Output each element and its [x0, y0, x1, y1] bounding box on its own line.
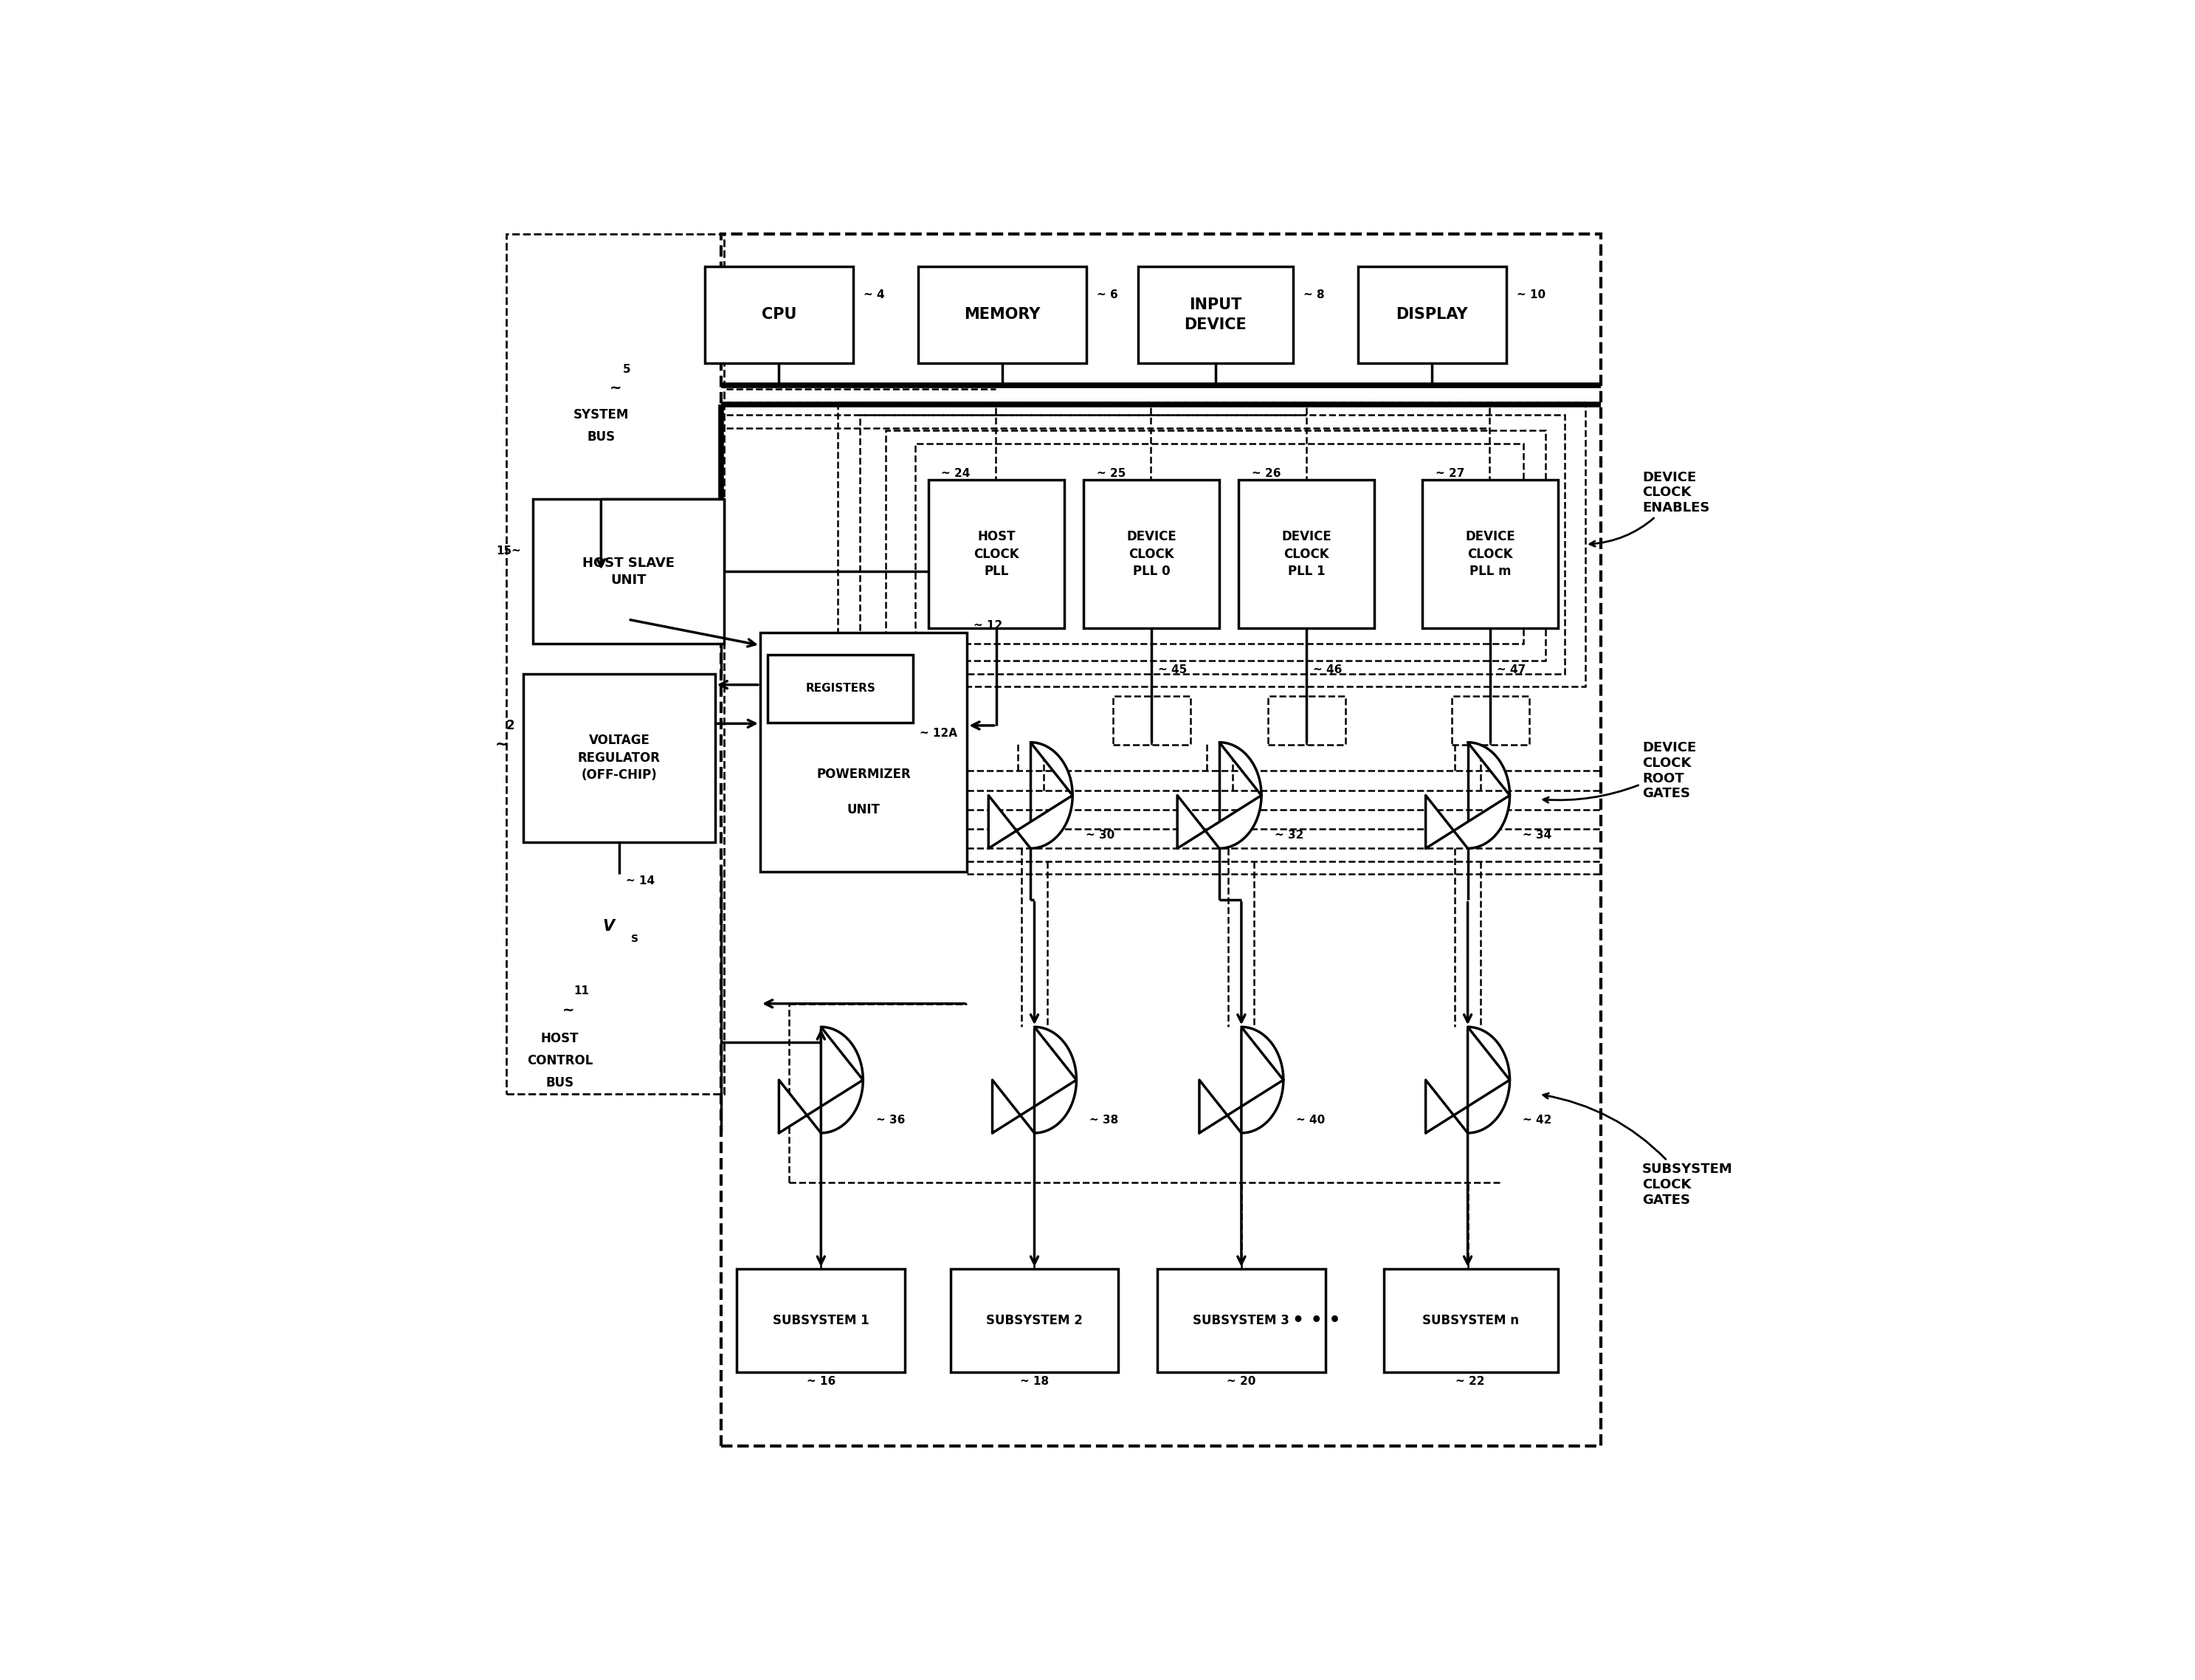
- FancyBboxPatch shape: [759, 632, 968, 872]
- Text: DEVICE
CLOCK
PLL 0: DEVICE CLOCK PLL 0: [1126, 531, 1177, 578]
- Text: CONTROL: CONTROL: [527, 1053, 593, 1067]
- Text: BUS: BUS: [586, 430, 615, 444]
- Polygon shape: [992, 1026, 1076, 1132]
- FancyBboxPatch shape: [1383, 1268, 1558, 1373]
- FancyBboxPatch shape: [705, 265, 854, 363]
- Text: MEMORY: MEMORY: [964, 307, 1040, 323]
- Text: ~ 34: ~ 34: [1523, 830, 1552, 842]
- Text: 15~: 15~: [496, 546, 520, 556]
- FancyBboxPatch shape: [1238, 480, 1374, 628]
- Text: ~ 14: ~ 14: [626, 875, 654, 887]
- Text: 2: 2: [507, 719, 516, 732]
- Text: ~ 30: ~ 30: [1087, 830, 1115, 842]
- FancyBboxPatch shape: [928, 480, 1065, 628]
- Text: POWERMIZER: POWERMIZER: [817, 768, 911, 781]
- Text: ~: ~: [496, 738, 507, 753]
- Text: ~: ~: [610, 381, 621, 395]
- Text: • • •: • • •: [1293, 1312, 1341, 1329]
- Text: ~ 20: ~ 20: [1227, 1376, 1256, 1388]
- Text: REGISTERS: REGISTERS: [806, 684, 876, 694]
- Text: SUBSYSTEM 3: SUBSYSTEM 3: [1194, 1314, 1291, 1327]
- Polygon shape: [988, 743, 1073, 848]
- FancyBboxPatch shape: [1157, 1268, 1326, 1373]
- Text: BUS: BUS: [547, 1075, 573, 1089]
- Text: DISPLAY: DISPLAY: [1396, 307, 1468, 323]
- FancyBboxPatch shape: [950, 1268, 1119, 1373]
- Text: ~: ~: [562, 1003, 575, 1016]
- Text: ~ 26: ~ 26: [1251, 467, 1282, 479]
- Text: 11: 11: [573, 984, 590, 996]
- Text: ~ 38: ~ 38: [1089, 1114, 1117, 1126]
- Text: SYSTEM: SYSTEM: [573, 408, 630, 422]
- Text: ~ 12A: ~ 12A: [920, 727, 957, 739]
- Text: ~ 24: ~ 24: [942, 467, 970, 479]
- Text: V: V: [604, 919, 615, 934]
- Text: ~ 42: ~ 42: [1523, 1114, 1552, 1126]
- Text: ~ 27: ~ 27: [1436, 467, 1464, 479]
- Text: ~ 32: ~ 32: [1275, 830, 1304, 842]
- Polygon shape: [1198, 1026, 1284, 1132]
- Text: ~ 18: ~ 18: [1021, 1376, 1049, 1388]
- FancyBboxPatch shape: [533, 499, 724, 643]
- Text: INPUT
DEVICE: INPUT DEVICE: [1185, 297, 1247, 333]
- FancyBboxPatch shape: [918, 265, 1087, 363]
- FancyBboxPatch shape: [522, 674, 716, 842]
- Text: VOLTAGE
REGULATOR
(OFF-CHIP): VOLTAGE REGULATOR (OFF-CHIP): [577, 734, 661, 781]
- Text: DEVICE
CLOCK
ENABLES: DEVICE CLOCK ENABLES: [1589, 470, 1710, 546]
- Text: ~ 40: ~ 40: [1297, 1114, 1326, 1126]
- Polygon shape: [1427, 1026, 1510, 1132]
- Text: SUBSYSTEM
CLOCK
GATES: SUBSYSTEM CLOCK GATES: [1543, 1094, 1732, 1206]
- Text: ~ 36: ~ 36: [876, 1114, 904, 1126]
- Text: ~ 22: ~ 22: [1455, 1376, 1484, 1388]
- Text: SUBSYSTEM n: SUBSYSTEM n: [1422, 1314, 1519, 1327]
- FancyBboxPatch shape: [1359, 265, 1506, 363]
- Text: HOST: HOST: [540, 1032, 579, 1045]
- Text: ~ 12: ~ 12: [975, 620, 1003, 632]
- Text: ~ 47: ~ 47: [1497, 664, 1526, 675]
- Text: SUBSYSTEM 1: SUBSYSTEM 1: [773, 1314, 869, 1327]
- Text: HOST SLAVE
UNIT: HOST SLAVE UNIT: [582, 556, 674, 586]
- Text: DEVICE
CLOCK
PLL 1: DEVICE CLOCK PLL 1: [1282, 531, 1332, 578]
- Text: S: S: [630, 934, 639, 944]
- Text: ~ 8: ~ 8: [1304, 289, 1324, 301]
- Polygon shape: [1427, 743, 1510, 848]
- Text: ~ 25: ~ 25: [1098, 467, 1126, 479]
- Text: ~ 6: ~ 6: [1098, 289, 1117, 301]
- Polygon shape: [1177, 743, 1262, 848]
- Text: SUBSYSTEM 2: SUBSYSTEM 2: [986, 1314, 1082, 1327]
- Text: ~ 46: ~ 46: [1313, 664, 1341, 675]
- Text: ~ 4: ~ 4: [863, 289, 885, 301]
- Text: ~ 10: ~ 10: [1517, 289, 1545, 301]
- Text: DEVICE
CLOCK
ROOT
GATES: DEVICE CLOCK ROOT GATES: [1543, 741, 1697, 803]
- Text: CPU: CPU: [762, 307, 797, 323]
- FancyBboxPatch shape: [1137, 265, 1293, 363]
- Text: HOST
CLOCK
PLL: HOST CLOCK PLL: [975, 531, 1018, 578]
- FancyBboxPatch shape: [1422, 480, 1558, 628]
- FancyBboxPatch shape: [1084, 480, 1220, 628]
- Text: UNIT: UNIT: [847, 803, 880, 816]
- FancyBboxPatch shape: [768, 655, 913, 722]
- FancyBboxPatch shape: [738, 1268, 904, 1373]
- Text: ~ 16: ~ 16: [806, 1376, 836, 1388]
- Text: DEVICE
CLOCK
PLL m: DEVICE CLOCK PLL m: [1466, 531, 1515, 578]
- Text: 5: 5: [623, 365, 630, 375]
- Polygon shape: [779, 1026, 863, 1132]
- Text: ~ 45: ~ 45: [1159, 664, 1187, 675]
